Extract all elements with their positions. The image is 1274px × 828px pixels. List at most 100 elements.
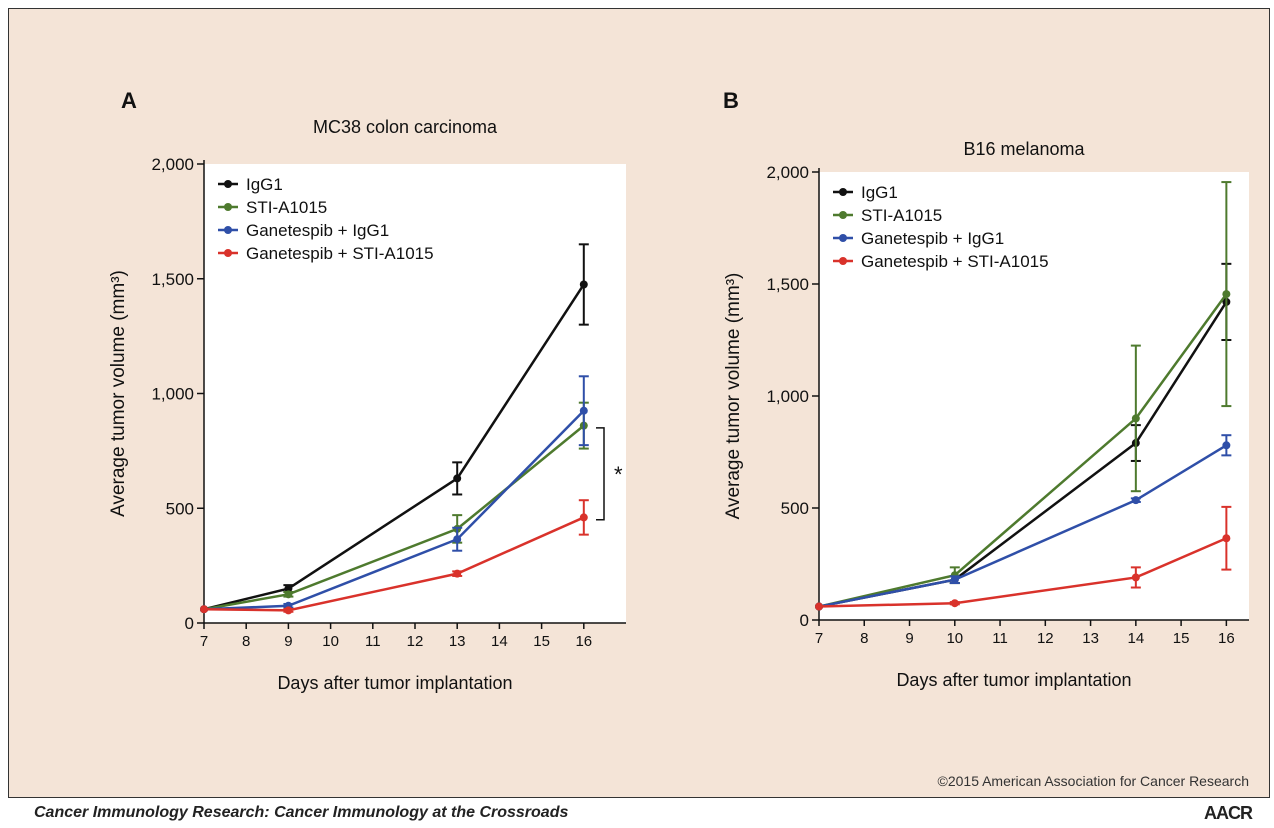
x-tick-label: 14 (1127, 630, 1144, 647)
y-tick-label: 2,000 (766, 163, 809, 182)
data-point (815, 602, 823, 611)
legend-label: Ganetespib + STI-A1015 (861, 252, 1049, 271)
x-tick-label: 8 (242, 633, 250, 650)
x-tick-label: 14 (491, 633, 508, 650)
legend-label: IgG1 (246, 175, 283, 194)
legend-label: IgG1 (861, 183, 898, 202)
figure-frame: A MC38 colon carcinoma 0 500 1,000 1,500 2,000… (8, 8, 1270, 798)
legend-marker (839, 188, 847, 196)
data-point (284, 606, 293, 615)
panel-letter: B (723, 88, 739, 113)
x-axis-label: Days after tumor implantation (277, 673, 512, 693)
series-line (203, 409, 585, 611)
y-tick-label: 2,000 (151, 155, 194, 174)
x-tick-label: 13 (1082, 630, 1099, 647)
x-tick-label: 7 (200, 633, 208, 650)
data-point (284, 590, 293, 599)
data-point (453, 474, 462, 483)
series-ganetespib-sti-a1015 (200, 499, 589, 615)
chart-panel-a: A MC38 colon carcinoma 0 500 1,000 1,500 2,000… (108, 88, 626, 693)
series-line (818, 293, 1228, 608)
data-point (579, 406, 588, 415)
data-point (453, 569, 462, 578)
y-tick-label: 1,500 (151, 270, 194, 289)
data-point (1222, 290, 1231, 299)
x-tick-label: 15 (1173, 630, 1190, 647)
x-tick-label: 16 (575, 633, 592, 650)
x-tick-label: 8 (860, 630, 868, 647)
data-point (1222, 534, 1231, 543)
legend-entry: STI-A1015 (218, 198, 327, 217)
significance-asterisk: * (614, 462, 623, 487)
significance-bracket (596, 427, 605, 521)
x-tick-label: 10 (946, 630, 963, 647)
legend-marker (224, 203, 232, 211)
y-tick-label: 1,000 (151, 385, 194, 404)
y-tick-label: 500 (166, 499, 194, 518)
x-tick-label: 11 (365, 633, 381, 650)
legend-label: STI-A1015 (246, 198, 327, 217)
chart-title: B16 melanoma (963, 139, 1085, 159)
chart-panel-b: B B16 melanoma 0 500 1,000 1,500 2,000 7 8 9 10 11 1… (723, 88, 1249, 690)
y-axis-label: Average tumor volume (mm³) (723, 273, 744, 520)
data-point (1131, 573, 1140, 582)
series-line (203, 516, 585, 612)
y-tick-label: 0 (185, 614, 194, 633)
data-point (579, 513, 588, 522)
legend-entry: IgG1 (833, 183, 898, 202)
y-tick-label: 1,000 (766, 387, 809, 406)
x-tick-label: 12 (1037, 630, 1054, 647)
legend-entry: Ganetespib + IgG1 (833, 229, 1004, 248)
panel-letter: A (121, 88, 137, 113)
legend-marker (224, 249, 232, 257)
y-tick-label: 0 (800, 611, 809, 630)
legend-label: Ganetespib + IgG1 (246, 221, 389, 240)
chart-title: MC38 colon carcinoma (313, 117, 498, 137)
x-tick-label: 13 (449, 633, 466, 650)
legend-label: Ganetespib + STI-A1015 (246, 244, 434, 263)
legend-marker (839, 257, 847, 265)
aacr-logo: AACR (1204, 803, 1253, 823)
data-point (1131, 496, 1140, 505)
x-tick-label: 16 (1218, 630, 1235, 647)
x-tick-label: 15 (533, 633, 550, 650)
legend-entry: Ganetespib + STI-A1015 (833, 252, 1049, 271)
x-tick-label: 9 (284, 633, 292, 650)
legend-marker (224, 180, 232, 188)
legend-entry: STI-A1015 (833, 206, 942, 225)
legend-label: STI-A1015 (861, 206, 942, 225)
data-point (200, 605, 208, 614)
x-tick-label: 10 (322, 633, 339, 650)
data-point (579, 280, 588, 289)
data-point (1222, 441, 1231, 450)
data-point (950, 599, 959, 608)
series-line (203, 283, 585, 611)
legend-marker (839, 234, 847, 242)
series-ganetespib-sti-a1015 (815, 505, 1232, 611)
series-ganetespib-igg1 (815, 434, 1232, 611)
data-point (453, 535, 462, 544)
data-point (1131, 414, 1140, 423)
y-axis-label: Average tumor volume (mm³) (108, 270, 129, 517)
x-axis-label: Days after tumor implantation (896, 670, 1131, 690)
x-tick-label: 7 (815, 630, 823, 647)
data-point (950, 575, 959, 584)
journal-title: Cancer Immunology Research: Cancer Immun… (34, 804, 569, 821)
series-line (203, 424, 585, 611)
x-tick-label: 9 (905, 630, 913, 647)
charts-canvas: A MC38 colon carcinoma 0 500 1,000 1,500 2,000… (108, 88, 1249, 693)
data-point (284, 584, 293, 593)
footer-bar: Cancer Immunology Research: Cancer Immun… (0, 798, 1274, 828)
legend-entry: Ganetespib + IgG1 (218, 221, 389, 240)
series-line (818, 444, 1228, 608)
legend-marker (839, 211, 847, 219)
x-tick-label: 11 (992, 630, 1008, 647)
legend-entry: IgG1 (218, 175, 283, 194)
x-tick-label: 12 (407, 633, 424, 650)
legend-entry: Ganetespib + STI-A1015 (218, 244, 434, 263)
y-tick-label: 1,500 (766, 275, 809, 294)
legend-label: Ganetespib + IgG1 (861, 229, 1004, 248)
y-tick-label: 500 (781, 499, 809, 518)
series-line (818, 537, 1227, 608)
legend-marker (224, 226, 232, 234)
